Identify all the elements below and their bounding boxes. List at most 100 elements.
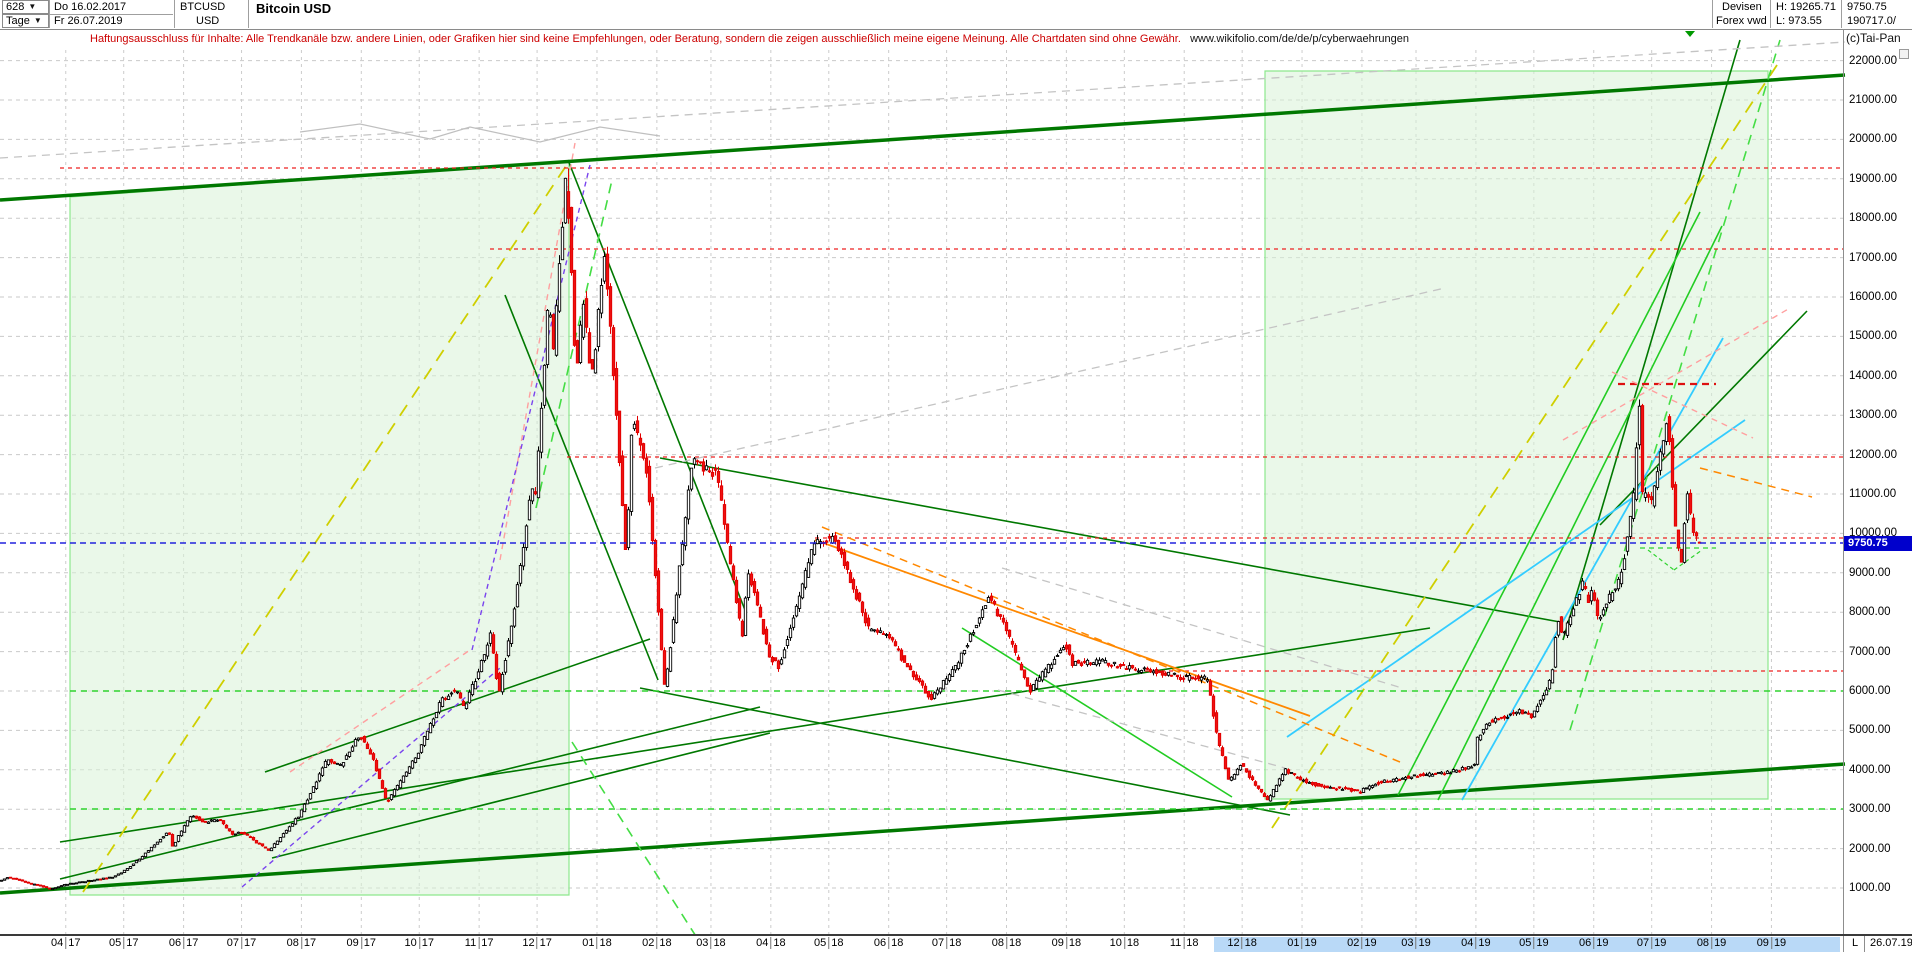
- yellow-left: [82, 162, 569, 893]
- right-mid-green: [1599, 310, 1808, 526]
- header-separator: [1841, 0, 1842, 28]
- y-axis-tick-label: 2000.00: [1849, 842, 1891, 855]
- fan-2: [59, 706, 761, 880]
- symbol-currency: USD: [196, 15, 220, 27]
- y-axis-tick-label: 15000.00: [1849, 330, 1897, 343]
- rise17-upper: [264, 638, 651, 773]
- period-dropdown[interactable]: Tage ▼: [2, 14, 49, 28]
- orange-solid: [814, 539, 1311, 717]
- header-separator: [174, 0, 175, 28]
- disclaimer-text: Haftungsausschluss für Inhalte: Alle Tre…: [90, 33, 1409, 45]
- y-axis-tick-label: 13000.00: [1849, 409, 1897, 422]
- fan-long: [59, 627, 1431, 843]
- minimize-icon[interactable]: [1899, 49, 1909, 59]
- header-separator: [248, 0, 249, 28]
- last-price-value: 9750.75: [1847, 1, 1887, 13]
- x-axis-highlight: [1214, 937, 1840, 952]
- salmon-4: [1611, 371, 1754, 439]
- x-axis-tick-label: 05 18: [814, 937, 844, 949]
- x-axis-tick-label: 09 18: [1051, 937, 1082, 949]
- x-axis-tick-label: 11 18: [1169, 937, 1199, 949]
- bars-count-dropdown[interactable]: 628 ▼: [2, 0, 49, 14]
- y-axis-tick-label: 22000.00: [1849, 54, 1897, 67]
- x-axis-tick-label: 04 19: [1461, 937, 1491, 949]
- y-axis-tick-label: 18000.00: [1849, 212, 1897, 225]
- rise17-lower: [271, 732, 771, 859]
- y-axis-tick-label: 12000.00: [1849, 448, 1897, 461]
- date-from[interactable]: Do 16.02.2017: [54, 1, 127, 13]
- x-axis-tick-label: 10 17: [404, 937, 434, 949]
- disclaimer-url[interactable]: www.wikifolio.com/de/de/p/cyberwaehrunge…: [1190, 33, 1409, 45]
- x-axis-tick-label: 01 19: [1287, 937, 1317, 949]
- x-axis-tick-label: 01 18: [582, 937, 612, 949]
- y-axis-line: [1843, 29, 1844, 935]
- lime-feb18: [571, 741, 707, 952]
- gray-desc-2: [997, 689, 1286, 769]
- x-axis-tick-label: 05 19: [1519, 937, 1549, 949]
- y-axis-tick-label: 3000.00: [1849, 803, 1891, 816]
- candlesticks: [0, 168, 1702, 890]
- rally-a: [1397, 211, 1701, 796]
- green-flag-v2: [1673, 549, 1703, 571]
- crash-line-b: [504, 294, 659, 681]
- rally-b: [1437, 225, 1723, 801]
- y-axis-tick-label: 17000.00: [1849, 251, 1897, 264]
- y-axis-tick-label: 1000.00: [1849, 882, 1891, 894]
- y-axis-tick-label: 19000.00: [1849, 172, 1897, 185]
- symbol-code[interactable]: BTCUSD: [180, 1, 226, 13]
- y-axis-tick-label: 21000.00: [1849, 94, 1897, 106]
- wedge-lower: [639, 687, 1291, 816]
- low-value: L: 973.55: [1776, 15, 1822, 27]
- x-axis-tick-label: 05 17: [108, 937, 139, 949]
- bars-count-value: 628: [6, 1, 25, 13]
- last-price-tag: 9750.75: [1844, 536, 1912, 551]
- x-axis-tick-label: 10 18: [1109, 937, 1140, 949]
- orange-short: [1699, 467, 1813, 498]
- x-axis-separator: [1864, 936, 1865, 952]
- wedge-upper: [659, 457, 1561, 623]
- left-green-zone: [69, 160, 570, 896]
- x-axis-tick-label: 06 19: [1578, 937, 1609, 949]
- desc-bright: [961, 627, 1233, 798]
- y-axis-tick-label: 14000.00: [1849, 369, 1897, 382]
- y-axis-tick-label: 16000.00: [1849, 291, 1897, 303]
- source-label: Forex vwd: [1716, 15, 1767, 27]
- x-axis-tick-label: 06 18: [873, 937, 904, 949]
- x-axis-separator: [1843, 936, 1844, 952]
- cyan-a: [1461, 337, 1724, 801]
- gray-mid-up: [654, 287, 1446, 469]
- market-label: Devisen: [1722, 1, 1762, 13]
- gray-top: [0, 41, 1846, 159]
- chevron-down-icon: ▼: [33, 16, 42, 25]
- gray-zigzag: [299, 123, 661, 143]
- x-axis-tick-label: 08 17: [286, 937, 317, 949]
- right-green-zone: [1264, 70, 1769, 800]
- header-separator: [49, 0, 50, 28]
- x-axis-tick-label: 06 17: [168, 937, 199, 949]
- x-axis-tick-label: 02 19: [1347, 937, 1377, 949]
- lower-channel: [0, 762, 1846, 895]
- x-axis-tick-label: 11 17: [464, 937, 494, 949]
- y-axis-tick-label: 20000.00: [1849, 133, 1897, 146]
- copyright-label: (c)Tai-Pan: [1846, 31, 1901, 45]
- salmon-1: [289, 649, 471, 773]
- y-axis-tick-label: 6000.00: [1849, 685, 1891, 697]
- y-axis-tick-label: 9000.00: [1849, 566, 1891, 579]
- y-axis-tick-label: 4000.00: [1849, 763, 1891, 776]
- violet-1: [241, 667, 501, 888]
- y-axis-tick-label: 8000.00: [1849, 606, 1891, 619]
- high-value: H: 19265.71: [1776, 1, 1836, 13]
- x-axis-tick-label: 12 17: [522, 937, 552, 949]
- x-axis-tick-label: 03 18: [696, 937, 726, 949]
- date-to[interactable]: Fr 26.07.2019: [54, 15, 123, 27]
- x-axis-tick-label: 09 19: [1756, 937, 1787, 949]
- crash-line-a: [567, 159, 746, 611]
- header-bar: 628 ▼ Tage ▼ Do 16.02.2017 Fr 26.07.2019 B…: [0, 0, 1912, 30]
- x-axis-tick-label: 03 19: [1401, 937, 1431, 949]
- upper-channel: [0, 73, 1846, 202]
- header-separator: [1712, 0, 1713, 28]
- salmon-2: [499, 142, 576, 561]
- x-axis-tick-label: 07 19: [1636, 937, 1667, 949]
